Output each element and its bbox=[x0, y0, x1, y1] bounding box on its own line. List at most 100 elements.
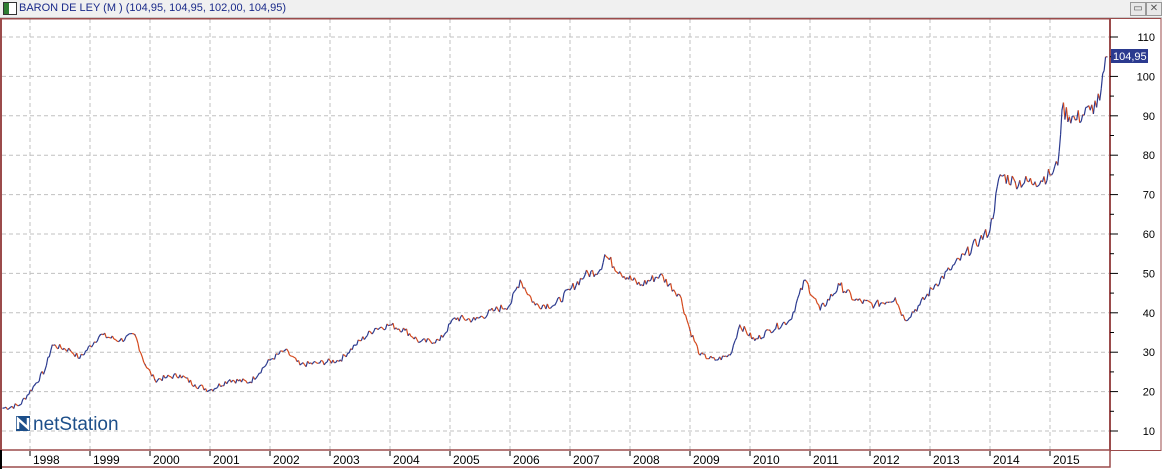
price-segment bbox=[22, 397, 25, 400]
price-segment bbox=[862, 299, 865, 304]
price-segment bbox=[770, 331, 773, 334]
price-segment bbox=[845, 289, 849, 294]
price-segment bbox=[908, 316, 912, 319]
price-segment bbox=[486, 309, 490, 315]
price-segment bbox=[260, 367, 263, 374]
y-tick-label: 50 bbox=[1143, 268, 1155, 280]
price-segment bbox=[1037, 184, 1040, 187]
price-segment bbox=[815, 298, 818, 304]
price-point bbox=[284, 349, 286, 351]
price-segment bbox=[657, 274, 661, 279]
price-segment bbox=[822, 302, 826, 307]
price-segment bbox=[745, 330, 748, 335]
price-segment bbox=[1080, 114, 1084, 122]
price-point bbox=[454, 317, 456, 319]
price-segment bbox=[849, 293, 853, 300]
price-segment bbox=[982, 233, 985, 240]
price-point bbox=[839, 284, 841, 286]
price-segment bbox=[582, 274, 586, 279]
price-segment bbox=[549, 306, 553, 309]
price-point bbox=[404, 329, 406, 331]
x-axis: 1998 1999 2000 2001 2002 2003 2004 2005 2006 2007… bbox=[29, 451, 1080, 467]
price-segment bbox=[1103, 56, 1107, 71]
price-segment bbox=[546, 303, 550, 309]
price-segment bbox=[633, 277, 637, 281]
price-segment bbox=[451, 318, 454, 321]
price-point bbox=[804, 279, 806, 281]
price-segment bbox=[929, 287, 933, 290]
price-segment bbox=[446, 323, 450, 332]
price-segment bbox=[764, 329, 768, 332]
price-point bbox=[69, 349, 71, 351]
price-point bbox=[754, 339, 756, 341]
price-segment bbox=[495, 306, 499, 310]
price-segment bbox=[756, 337, 759, 340]
price-segment bbox=[1052, 166, 1056, 173]
price-point bbox=[1061, 109, 1063, 111]
price-point bbox=[769, 329, 771, 331]
price-segment bbox=[648, 279, 652, 282]
price-segment bbox=[436, 338, 439, 341]
price-segment bbox=[760, 337, 763, 340]
price-segment bbox=[953, 261, 957, 265]
price-point bbox=[509, 304, 511, 306]
price-segment bbox=[868, 300, 871, 303]
x-tick-label: 2002 bbox=[273, 453, 300, 467]
price-segment bbox=[1058, 134, 1062, 152]
price-segment bbox=[111, 335, 115, 340]
price-segment bbox=[38, 373, 42, 382]
price-segment bbox=[149, 370, 153, 377]
price-segment bbox=[371, 331, 374, 335]
price-point bbox=[229, 379, 231, 381]
price-segment bbox=[483, 316, 487, 320]
price-point bbox=[1099, 99, 1101, 101]
price-segment bbox=[421, 338, 424, 342]
price-point bbox=[729, 354, 731, 356]
price-segment bbox=[662, 276, 666, 283]
price-segment bbox=[477, 316, 481, 319]
price-segment bbox=[431, 342, 435, 345]
price-segment bbox=[125, 334, 128, 337]
window-title: BARON DE LEY (M ) (104,95, 104,95, 102,0… bbox=[19, 2, 287, 14]
price-point bbox=[269, 359, 271, 361]
price-segment bbox=[278, 350, 282, 355]
price-segment bbox=[115, 339, 118, 342]
y-tick-label: 70 bbox=[1143, 190, 1155, 202]
price-point bbox=[519, 279, 521, 281]
price-point bbox=[1074, 119, 1076, 121]
price-segment bbox=[720, 355, 724, 361]
price-segment bbox=[414, 336, 418, 340]
y-tick-label: 10 bbox=[1143, 426, 1155, 438]
price-segment bbox=[356, 339, 359, 346]
restore-icon[interactable]: ▭ bbox=[1130, 2, 1146, 16]
price-segment bbox=[305, 361, 309, 367]
price-segment bbox=[101, 333, 104, 336]
price-segment bbox=[13, 403, 16, 409]
price-segment bbox=[928, 287, 931, 297]
price-segment bbox=[398, 328, 402, 333]
price-segment bbox=[54, 344, 58, 349]
close-icon[interactable]: ✕ bbox=[1146, 2, 1162, 16]
price-segment bbox=[726, 354, 730, 358]
price-segment bbox=[476, 316, 479, 319]
price-segment bbox=[739, 324, 742, 329]
price-segment bbox=[673, 289, 676, 293]
price-point bbox=[99, 334, 101, 336]
price-segment bbox=[1079, 120, 1082, 124]
price-segment bbox=[140, 352, 143, 358]
price-chart[interactable]: 10 20 30 40 50 60 70 80 90 100 110 1998 1999 2000 200… bbox=[0, 18, 1162, 469]
price-segment bbox=[540, 304, 544, 310]
price-segment bbox=[146, 367, 149, 370]
price-segment bbox=[264, 362, 268, 367]
price-segment bbox=[182, 375, 185, 378]
price-segment bbox=[819, 304, 823, 311]
price-point bbox=[639, 284, 641, 286]
x-tick-label: 2006 bbox=[513, 453, 540, 467]
price-segment bbox=[692, 335, 695, 342]
x-tick-label: 2005 bbox=[453, 453, 480, 467]
price-segment bbox=[50, 344, 53, 351]
price-segment bbox=[485, 314, 488, 318]
price-point bbox=[1106, 56, 1108, 58]
price-point bbox=[34, 384, 36, 386]
price-segment bbox=[779, 325, 782, 329]
